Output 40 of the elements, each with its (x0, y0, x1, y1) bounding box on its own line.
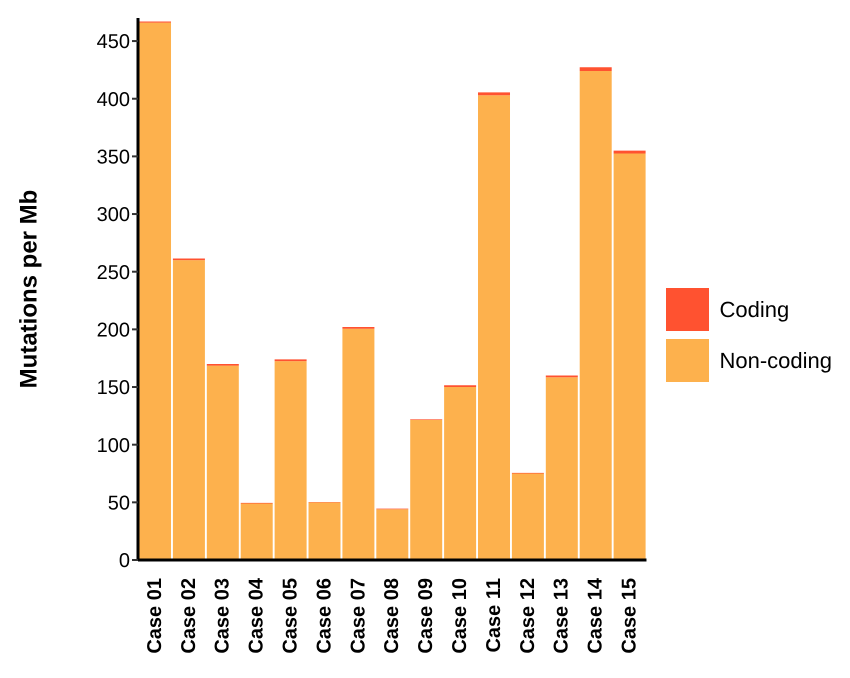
bar (580, 67, 612, 72)
bar (444, 387, 476, 560)
bar (478, 92, 510, 96)
x-tick-label: Case 11 (482, 578, 505, 653)
bar (342, 328, 374, 560)
x-tick-label: Case 04 (246, 577, 268, 654)
x-tick-label: Case 14 (584, 577, 607, 654)
x-tick-label: Case 15 (618, 578, 641, 654)
x-tick-label: Case 07 (347, 578, 370, 654)
bar (512, 474, 544, 560)
bar (614, 154, 646, 560)
bar (614, 150, 646, 154)
y-tick-label: 300 (96, 204, 130, 226)
x-tick-label: Case 01 (144, 578, 166, 654)
bar (274, 361, 307, 560)
y-tick-label: 200 (96, 319, 130, 342)
y-tick-label: 250 (96, 262, 130, 284)
bar (478, 95, 510, 560)
y-tick-label: 150 (96, 377, 130, 400)
y-tick-label: 400 (96, 88, 130, 111)
bar (139, 22, 172, 560)
y-axis-title: Mutations per Mb (16, 190, 43, 388)
x-tick-label: Case 13 (550, 578, 573, 654)
x-tick-label: Case 03 (212, 578, 234, 654)
y-tick-label: 100 (96, 434, 130, 457)
y-tick-label: 0 (118, 550, 130, 572)
x-tick-label: Case 05 (280, 578, 302, 654)
y-tick-label: 50 (108, 492, 130, 514)
y-tick-label: 450 (96, 31, 130, 54)
x-tick-label: Case 02 (178, 578, 200, 654)
x-tick-label: Case 06 (313, 578, 336, 654)
x-tick-label: Case 08 (381, 578, 404, 654)
x-tick-label: Case 09 (415, 578, 438, 654)
x-tick-label: Case 12 (516, 578, 539, 654)
y-tick-label: 350 (96, 146, 130, 168)
bar (172, 260, 205, 560)
legend-label: Coding (719, 296, 790, 322)
legend-label: Non-coding (719, 348, 832, 374)
x-tick-label: Case 10 (449, 578, 472, 654)
bar (308, 502, 341, 560)
